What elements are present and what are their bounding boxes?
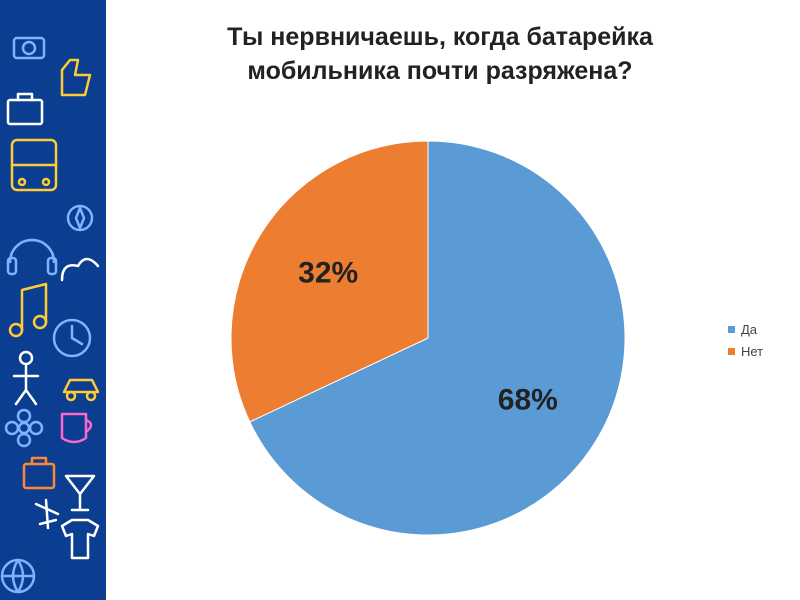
- clock-icon: [52, 318, 92, 358]
- flower-icon: [4, 408, 44, 448]
- chart-legend: Да Нет: [728, 318, 763, 362]
- pie-slice-net: [230, 140, 429, 423]
- legend-item-net: Нет: [728, 340, 763, 362]
- decorative-side-panel: [0, 0, 106, 600]
- car-icon: [62, 378, 100, 402]
- coffee-cup-icon: [60, 412, 93, 444]
- briefcase-icon: [6, 92, 44, 126]
- person-icon: [12, 350, 40, 406]
- pie-slice-da: [249, 140, 626, 536]
- ball-icon: [0, 558, 36, 594]
- bag-icon: [22, 456, 56, 490]
- slide-title-line-2: мобильника почти разряжена?: [247, 57, 633, 85]
- legend-swatch-da: [728, 325, 735, 333]
- compass-icon: [66, 204, 94, 232]
- data-label-net: 32%: [298, 257, 358, 290]
- slide-title-line-1: Ты нервничаешь, когда батарейка: [227, 23, 653, 51]
- legend-label-net: Нет: [741, 343, 764, 359]
- thumbs-up-icon: [60, 58, 92, 97]
- legend-label-da: Да: [741, 321, 758, 337]
- cocktail-icon: [64, 474, 96, 512]
- airplane-icon: [34, 498, 60, 530]
- headphones-icon: [6, 238, 58, 276]
- camera-icon: [12, 36, 46, 60]
- music-note-icon: [8, 282, 48, 338]
- tram-icon: [10, 138, 58, 192]
- cloud-icon: [60, 257, 100, 282]
- legend-swatch-net: [728, 347, 735, 355]
- legend-item-da: Да: [728, 318, 763, 340]
- tshirt-icon: [60, 518, 100, 560]
- slide-title: Ты нервничаешь, когда батарейка мобильни…: [130, 20, 750, 88]
- doodle-pattern: [0, 36, 100, 594]
- data-label-da: 68%: [498, 383, 558, 416]
